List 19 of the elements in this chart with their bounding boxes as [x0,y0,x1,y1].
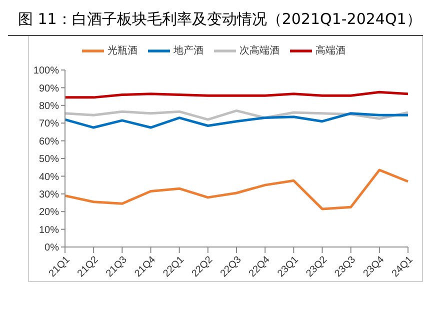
line-series [64,109,410,121]
y-tick-label: 0% [44,242,60,254]
chart-title: 图 11：白酒子板块毛利率及变动情况（2021Q1-2024Q1） [8,8,423,36]
y-tick-label: 80% [38,100,60,112]
line-series [64,112,410,129]
legend-label: 次高端酒 [240,46,280,57]
y-tick-label: 40% [38,172,60,183]
legend-label: 光瓶酒 [108,46,138,57]
y-tick-label: 60% [38,136,60,148]
y-tick-label: 50% [38,154,60,166]
y-tick-label: 90% [38,83,60,94]
y-tick-label: 70% [38,118,60,130]
y-tick-label: 30% [38,189,60,200]
y-tick-label: 20% [38,207,60,218]
y-tick-label: 100% [33,66,60,77]
line-series [64,168,410,210]
y-tick-label: 10% [38,224,60,236]
legend-label: 高端酒 [316,46,346,57]
legend-label: 地产酒 [174,46,204,57]
